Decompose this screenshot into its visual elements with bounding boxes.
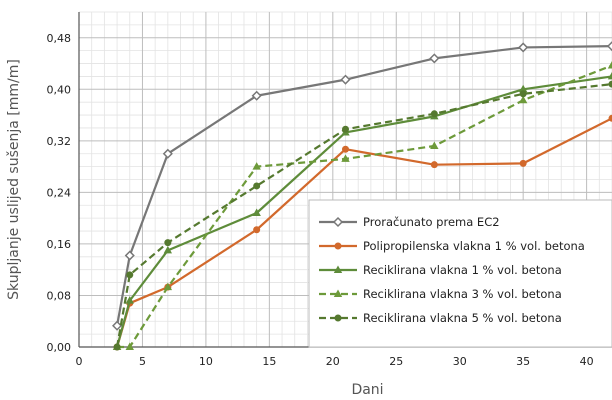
series-line (116, 117, 612, 348)
y-tick-label: 0,24 (47, 186, 72, 199)
x-tick-label: 10 (199, 355, 213, 368)
legend-label: Proračunato prema EC2 (363, 215, 500, 229)
data-point (606, 41, 612, 52)
series-line (116, 75, 612, 348)
series-5 (113, 80, 612, 351)
y-tick-label: 0,48 (47, 32, 72, 45)
y-axis-title: Skupljanje uslijed sušenja [mm/m] (6, 59, 22, 300)
data-point (430, 161, 438, 169)
x-tick-label: 30 (453, 355, 467, 368)
x-tick-label: 0 (76, 355, 83, 368)
y-tick-label: 0,16 (47, 238, 72, 251)
data-point (430, 141, 439, 149)
data-point (252, 162, 261, 170)
series-line (117, 64, 612, 349)
legend-item: Reciklirana vlakna 3 % vol. betona (319, 287, 562, 301)
legend-item: Proračunato prema EC2 (319, 215, 500, 229)
data-point (342, 145, 349, 153)
x-tick-label: 20 (326, 355, 340, 368)
x-axis-title: Dani (351, 382, 383, 398)
legend-item: Polipropilenska vlakna 1 % vol. betona (319, 239, 585, 253)
legend-item: Reciklirana vlakna 5 % vol. betona (319, 311, 562, 325)
data-point (607, 71, 612, 80)
data-point (125, 342, 134, 350)
data-point (519, 159, 527, 167)
data-point (333, 265, 343, 273)
data-point (125, 296, 134, 304)
data-point (608, 114, 612, 122)
data-point (253, 182, 261, 190)
data-point (333, 289, 343, 297)
legend-item: Reciklirana vlakna 1 % vol. betona (319, 263, 562, 277)
x-tick-label: 5 (139, 355, 146, 368)
data-point (429, 53, 440, 64)
series-line (115, 83, 612, 348)
data-point (251, 90, 262, 101)
y-tick-label: 0,32 (47, 135, 72, 148)
legend-label: Reciklirana vlakna 3 % vol. betona (363, 287, 562, 301)
x-tick-label: 40 (580, 355, 594, 368)
data-point (332, 216, 344, 228)
data-point (124, 250, 135, 261)
data-point (252, 208, 261, 216)
data-point (334, 242, 342, 250)
data-point (163, 282, 173, 291)
data-point (164, 239, 172, 247)
data-point (340, 74, 351, 85)
series-line (115, 45, 612, 326)
x-tick-label: 25 (389, 355, 403, 368)
data-point (342, 125, 349, 133)
data-point (163, 245, 173, 254)
x-tick-label: 15 (262, 355, 276, 368)
data-point (518, 95, 528, 104)
y-tick-label: 0,00 (47, 341, 72, 354)
series-1 (112, 41, 612, 331)
data-point (607, 60, 612, 69)
data-point (341, 154, 350, 162)
y-tick-label: 0,40 (47, 83, 72, 96)
data-point (126, 271, 134, 279)
data-point (430, 110, 438, 118)
data-point (112, 320, 123, 331)
legend: Proračunato prema EC2 Polipropilenska vla… (308, 199, 612, 348)
data-point (253, 226, 261, 234)
data-point (334, 314, 342, 322)
series-lines (112, 41, 612, 351)
y-tick-label: 0,08 (47, 289, 72, 302)
data-point (519, 90, 527, 98)
x-tick-label: 35 (516, 355, 530, 368)
data-point (113, 343, 121, 351)
data-point (518, 42, 529, 53)
legend-label: Reciklirana vlakna 5 % vol. betona (363, 311, 562, 325)
data-point (608, 80, 612, 88)
legend-label: Reciklirana vlakna 1 % vol. betona (363, 263, 562, 277)
legend-label: Polipropilenska vlakna 1 % vol. betona (363, 239, 585, 253)
data-point (162, 148, 173, 159)
legend-box (308, 199, 612, 348)
data-point (518, 84, 528, 93)
